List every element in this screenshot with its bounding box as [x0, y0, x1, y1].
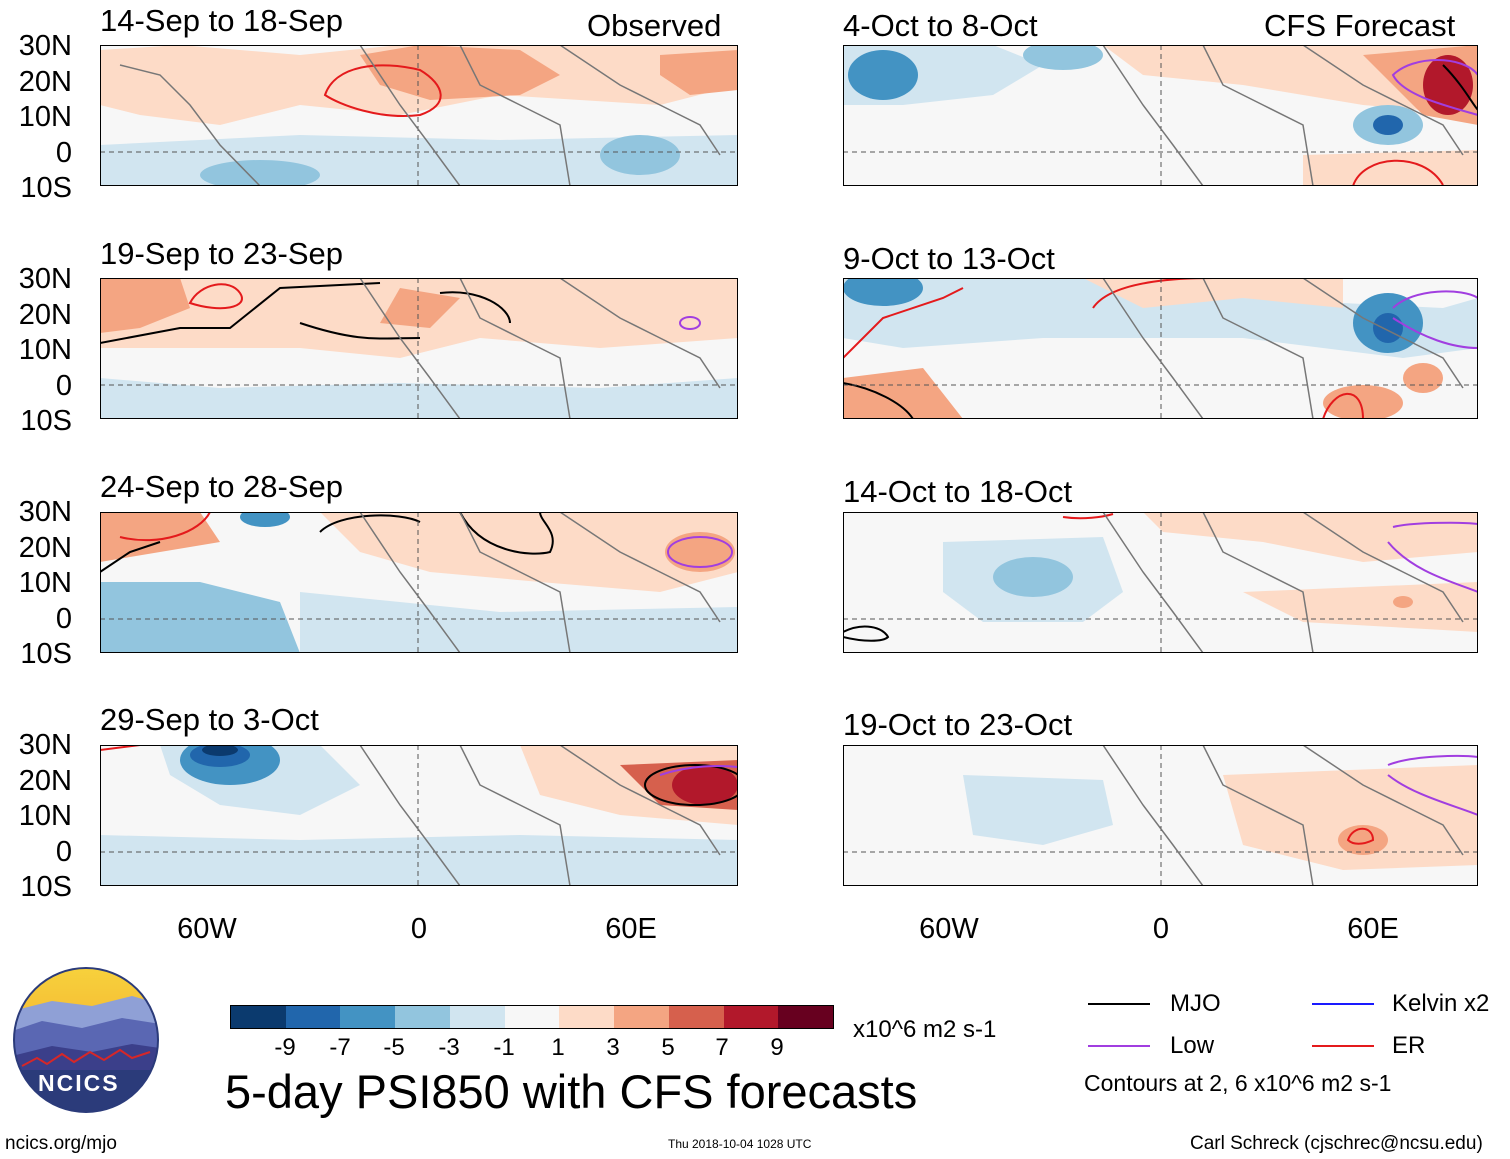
logo-text: NCICS	[38, 1070, 120, 1096]
lat-label: 10S	[20, 405, 72, 437]
colorbar-tick: -1	[493, 1034, 515, 1061]
colorbar-swatch	[395, 1006, 450, 1028]
colorbar-swatch	[778, 1006, 834, 1028]
panel-title-left-1: 14-Sep to 18-Sep	[100, 3, 344, 38]
lat-label: 10N	[18, 567, 72, 599]
legend-line-er	[1312, 1045, 1374, 1047]
lon-label-left: 60E	[605, 913, 657, 945]
panel-title-right-3: 14-Oct to 18-Oct	[843, 474, 1073, 509]
lat-label: 20N	[18, 299, 72, 331]
map-panel-left-4	[100, 745, 738, 886]
lat-label: 0	[55, 836, 72, 868]
footer-url: ncics.org/mjo	[5, 1133, 117, 1154]
lat-label: 0	[55, 137, 72, 169]
colorbar-swatch	[340, 1006, 396, 1028]
colorbar-tick: 3	[606, 1034, 620, 1061]
map-panel-left-2	[100, 278, 738, 419]
legend-label-kelvin: Kelvin x2	[1392, 990, 1490, 1017]
lat-label: 20N	[18, 66, 72, 98]
panel-title-left-3: 24-Sep to 28-Sep	[100, 469, 344, 504]
legend-line-kelvin	[1312, 1003, 1374, 1005]
panel-title-left-2: 19-Sep to 23-Sep	[100, 236, 344, 271]
map-panel-right-4	[843, 745, 1478, 886]
colorbar-tick: -5	[383, 1034, 405, 1061]
panel-frame	[843, 745, 1478, 886]
panel-title-left-4: 29-Sep to 3-Oct	[100, 702, 319, 737]
legend-label-er: ER	[1392, 1032, 1426, 1059]
legend-line-low	[1088, 1045, 1150, 1047]
colorbar-units: x10^6 m2 s-1	[853, 1016, 997, 1043]
panel-frame	[100, 745, 738, 886]
lat-label: 10N	[18, 800, 72, 832]
panel-title-right-2: 9-Oct to 13-Oct	[843, 241, 1055, 276]
colorbar-tick: -7	[329, 1034, 351, 1061]
lon-label-left: 60W	[177, 913, 237, 945]
map-panel-right-2	[843, 278, 1478, 419]
colorbar-tick: 9	[770, 1034, 784, 1061]
panel-frame	[100, 278, 738, 419]
ncics-logo	[12, 966, 160, 1114]
lat-label: 30N	[18, 263, 72, 295]
lat-label: 10S	[20, 871, 72, 903]
panel-frame	[100, 512, 738, 653]
colorbar-tick: 7	[715, 1034, 729, 1061]
lat-label: 10N	[18, 101, 72, 133]
colorbar-tick: -9	[274, 1034, 296, 1061]
map-panel-left-1	[100, 45, 738, 186]
lat-label: 0	[55, 370, 72, 402]
lon-label-right: 60E	[1347, 913, 1399, 945]
colorbar-swatch	[614, 1006, 669, 1028]
lat-label: 10N	[18, 334, 72, 366]
lat-label: 0	[55, 603, 72, 635]
colorbar-swatch	[449, 1006, 505, 1028]
main-title: 5-day PSI850 with CFS forecasts	[225, 1065, 918, 1118]
panel-title-right-1: 4-Oct to 8-Oct	[843, 8, 1038, 43]
legend-label-mjo: MJO	[1170, 990, 1221, 1017]
legend-line-mjo	[1088, 1003, 1150, 1005]
lon-label-right: 0	[1152, 913, 1170, 945]
footer-author: Carl Schreck (cjschrec@ncsu.edu)	[1190, 1133, 1483, 1154]
colorbar-swatch	[504, 1006, 560, 1028]
panel-frame	[100, 45, 738, 186]
colorbar-swatch	[668, 1006, 724, 1028]
colorbar-tick: 5	[661, 1034, 675, 1061]
footer-timestamp: Thu 2018-10-04 1028 UTC	[668, 1137, 812, 1151]
lon-label-left: 0	[410, 913, 428, 945]
cfs-forecast-label: CFS Forecast	[1264, 8, 1456, 43]
colorbar-swatch	[285, 1006, 341, 1028]
map-panel-right-1	[843, 45, 1478, 186]
lat-label: 20N	[18, 765, 72, 797]
lat-label: 30N	[18, 496, 72, 528]
panel-frame	[843, 278, 1478, 419]
lon-label-right: 60W	[919, 913, 979, 945]
colorbar-tick: -3	[438, 1034, 460, 1061]
colorbar	[230, 1005, 834, 1029]
colorbar-tick: 1	[551, 1034, 565, 1061]
map-panel-right-3	[843, 512, 1478, 653]
legend-label-low: Low	[1170, 1032, 1215, 1059]
lat-label: 10S	[20, 172, 72, 204]
panel-title-right-4: 19-Oct to 23-Oct	[843, 707, 1073, 742]
colorbar-swatch	[231, 1006, 286, 1028]
legend-note: Contours at 2, 6 x10^6 m2 s-1	[1084, 1070, 1392, 1096]
observed-label: Observed	[587, 8, 722, 43]
lat-label: 20N	[18, 532, 72, 564]
map-panel-left-3	[100, 512, 738, 653]
panel-frame	[843, 512, 1478, 653]
lat-label: 30N	[18, 30, 72, 62]
panel-frame	[843, 45, 1478, 186]
lat-label: 30N	[18, 729, 72, 761]
colorbar-swatch	[559, 1006, 615, 1028]
lat-label: 10S	[20, 638, 72, 670]
colorbar-swatch	[723, 1006, 779, 1028]
